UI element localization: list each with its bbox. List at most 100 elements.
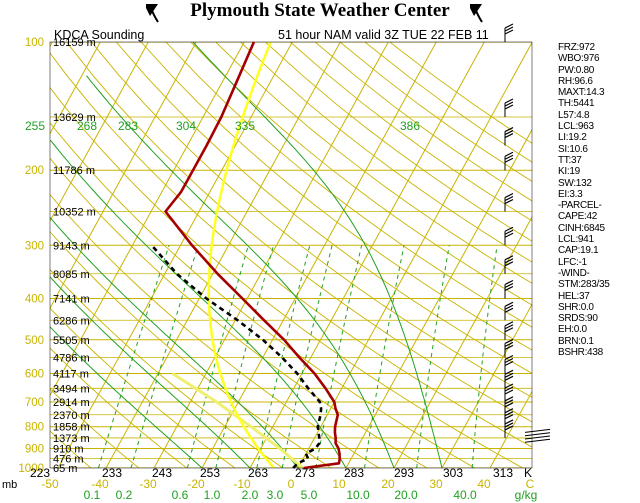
index-item: MAXT:14.3	[558, 87, 605, 99]
height-label: 1373 m	[53, 433, 90, 445]
mixing-ratio-tick-label: g/kg	[515, 488, 538, 502]
pressure-tick-label: 800	[25, 422, 44, 434]
wind-barb-flag	[504, 402, 514, 408]
wind-barb-flag	[504, 151, 514, 157]
wind-barbs	[504, 23, 551, 443]
kelvin-tick-label: 243	[152, 466, 172, 480]
banner-flags	[146, 4, 483, 23]
kelvin-tick-label: 223	[30, 466, 50, 480]
height-label: 8085 m	[53, 269, 90, 281]
left-flag-icon	[146, 4, 159, 23]
plot-frame	[49, 41, 533, 469]
celsius-tick-label: -40	[91, 477, 109, 491]
wind-barb-flag	[504, 389, 514, 395]
wind-barb-flag	[504, 29, 514, 35]
page-title: Plymouth State Weather Center	[190, 0, 450, 21]
index-item: TH:5441	[558, 98, 595, 110]
wind-barb-flag	[504, 386, 514, 392]
theta-label: 268	[77, 119, 97, 133]
theta-label: 283	[118, 119, 138, 133]
dry-adiabat	[140, 42, 532, 351]
index-item: CINH:6845	[558, 222, 605, 234]
mixing-ratio-tick-label: 2.0	[242, 488, 259, 502]
wind-barb-flag	[504, 192, 514, 199]
kelvin-tick-label: 313	[493, 466, 513, 480]
wind-barb-flag	[504, 226, 514, 232]
parcel-curve	[171, 372, 304, 468]
wind-barb-flag	[504, 126, 514, 133]
wind-barb-flag	[504, 229, 514, 235]
wind-barb-flag	[504, 321, 514, 327]
wind-barb-flag	[504, 419, 514, 425]
mixing-ratio-line	[281, 245, 333, 468]
dry-adiabat	[50, 86, 524, 468]
wind-barb-flag	[504, 360, 514, 367]
height-label: 1858 m	[53, 422, 90, 434]
wind-barb-flag	[504, 354, 514, 361]
mixing-ratio-line	[256, 245, 311, 468]
index-item: SHR:0.0	[558, 301, 594, 313]
mixing-ratio-line	[416, 245, 450, 468]
pressure-tick-label: 600	[25, 368, 44, 380]
wind-barb-flag	[504, 98, 514, 104]
dry-adiabat	[265, 42, 532, 242]
dry-adiabat	[215, 42, 532, 284]
wind-barb-flag	[504, 104, 514, 110]
wind-barb	[524, 428, 551, 433]
wind-barb-flag	[504, 344, 514, 350]
wind-barb-flag	[504, 307, 514, 313]
wind-barb-flag	[504, 157, 514, 163]
height-label: 9143 m	[53, 240, 90, 252]
index-item: STM:283/35	[558, 279, 610, 291]
dry-adiabat	[50, 347, 188, 468]
dry-adiabat	[50, 268, 284, 468]
moist-adiabat	[86, 75, 395, 468]
kelvin-tick-label: 283	[344, 466, 364, 480]
right-flag-icon	[470, 4, 483, 23]
pressure-tick-label: 1000	[18, 463, 44, 475]
mixing-ratio-line	[471, 245, 498, 468]
celsius-tick-label: 20	[381, 477, 395, 491]
height-label: 16159 m	[53, 37, 96, 49]
station-label: KDCA Sounding	[54, 28, 144, 42]
wind-barb-flag	[504, 198, 514, 205]
celsius-tick-label: -20	[187, 477, 205, 491]
height-label: 7141 m	[53, 293, 90, 305]
dry-adiabat	[50, 231, 332, 468]
index-item: SI:10.6	[558, 143, 588, 155]
height-label: 65 m	[53, 463, 77, 475]
index-item: SRDS:90	[558, 313, 598, 325]
freezing-reference-line	[207, 42, 275, 468]
isotherm-line	[153, 42, 389, 468]
index-item: -PARCEL-	[558, 200, 602, 212]
index-item: BRN:0.1	[558, 335, 594, 347]
wind-barb-flag	[504, 396, 514, 402]
kelvin-tick-label: 263	[248, 466, 268, 480]
height-label: 10352 m	[53, 207, 96, 219]
mixing-ratio-line	[130, 245, 199, 468]
index-item: SW:132	[558, 177, 592, 189]
moist-adiabat	[50, 326, 203, 468]
index-item: EI:3.3	[558, 188, 583, 200]
temperature-profile	[164, 41, 342, 470]
mixing-ratio-tick-label: 0.1	[84, 488, 101, 502]
sounding-indices-list: FRZ:972 WBO:976 PW:0.80 RH:96.6 MAXT:14.3 TH:…	[558, 42, 640, 358]
wind-barb-flag	[504, 132, 514, 139]
wind-barb	[524, 435, 551, 440]
height-label: 6286 m	[53, 315, 90, 327]
mixing-ratio-tick-label: 10.0	[346, 488, 370, 502]
height-label: 4117 m	[53, 368, 89, 380]
isotherm-line	[393, 216, 532, 468]
plot-area	[50, 42, 532, 468]
height-label: 3494 m	[53, 383, 90, 395]
isotherm-line	[345, 128, 532, 468]
height-label: 910 m	[53, 444, 84, 456]
height-label: 2370 m	[53, 410, 90, 422]
celsius-tick-label: C	[526, 477, 535, 491]
index-item: WBO:976	[558, 53, 600, 65]
height-label: 5505 m	[53, 335, 90, 347]
index-item: LI:19.2	[558, 132, 587, 144]
height-label: 11786 m	[53, 165, 95, 177]
pressure-tick-label: 400	[25, 293, 44, 305]
